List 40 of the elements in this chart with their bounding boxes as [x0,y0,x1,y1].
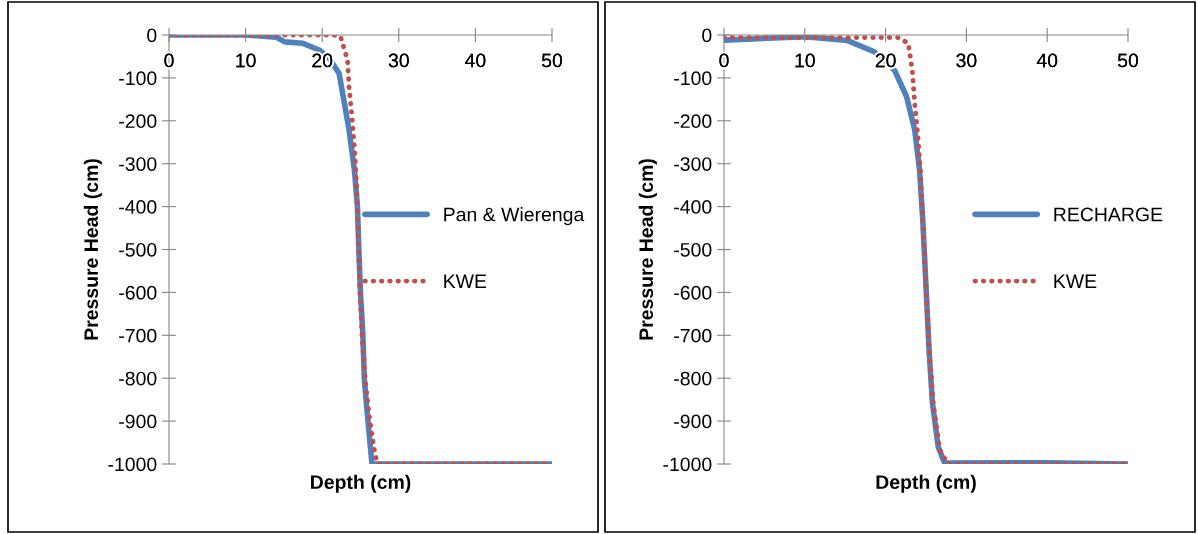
legend-label: KWE [444,274,487,288]
y-tick-label: -100 [674,71,712,86]
x-tick-label: 30 [956,53,977,68]
y-tick-label: 0 [702,28,712,43]
x-tick-label: 10 [236,53,256,68]
y-tick-label: -100 [119,71,157,86]
x-tick-label: 50 [1117,53,1139,68]
y-tick-label: -300 [674,157,712,171]
y-tick-label: -500 [119,242,157,257]
y-tick-label: -800 [119,371,157,386]
y-tick-label: -1000 [663,457,712,472]
x-tick-label: 50 [541,53,563,68]
y-tick-label: -600 [674,285,712,300]
y-tick-label: -600 [119,285,157,300]
legend-label: Pan & Wierenga [444,207,585,226]
y-tick-label: -400 [674,200,712,214]
legend-label: RECHARGE [1054,207,1163,222]
x-tick-label: 40 [1036,53,1058,68]
y-tick-label: -300 [119,157,157,171]
y-tick-label: -500 [674,242,712,257]
y-axis-title: Pressure Head (cm) [83,159,102,340]
y-tick-label: -200 [674,114,712,129]
y-tick-label: -800 [674,371,712,386]
y-tick-label: -700 [119,328,157,343]
y-tick-label: -700 [674,328,712,343]
x-tick-label: 30 [388,53,409,68]
y-tick-label: -900 [119,414,157,429]
y-tick-label: -200 [119,114,157,129]
y-tick-label: 0 [147,28,157,43]
y-tick-label: -400 [119,200,157,214]
y-tick-label: -1000 [108,457,157,472]
x-tick-label: 0 [164,53,174,68]
y-tick-label: -900 [674,414,712,429]
y-axis-title: Pressure Head (cm) [638,159,657,340]
x-axis-title: Depth (cm) [311,474,411,493]
x-tick-label: 0 [719,53,729,68]
x-axis-title: Depth (cm) [876,474,976,493]
legend-label: KWE [1054,274,1097,288]
x-tick-label: 40 [465,53,486,68]
x-tick-label: 10 [795,53,815,68]
